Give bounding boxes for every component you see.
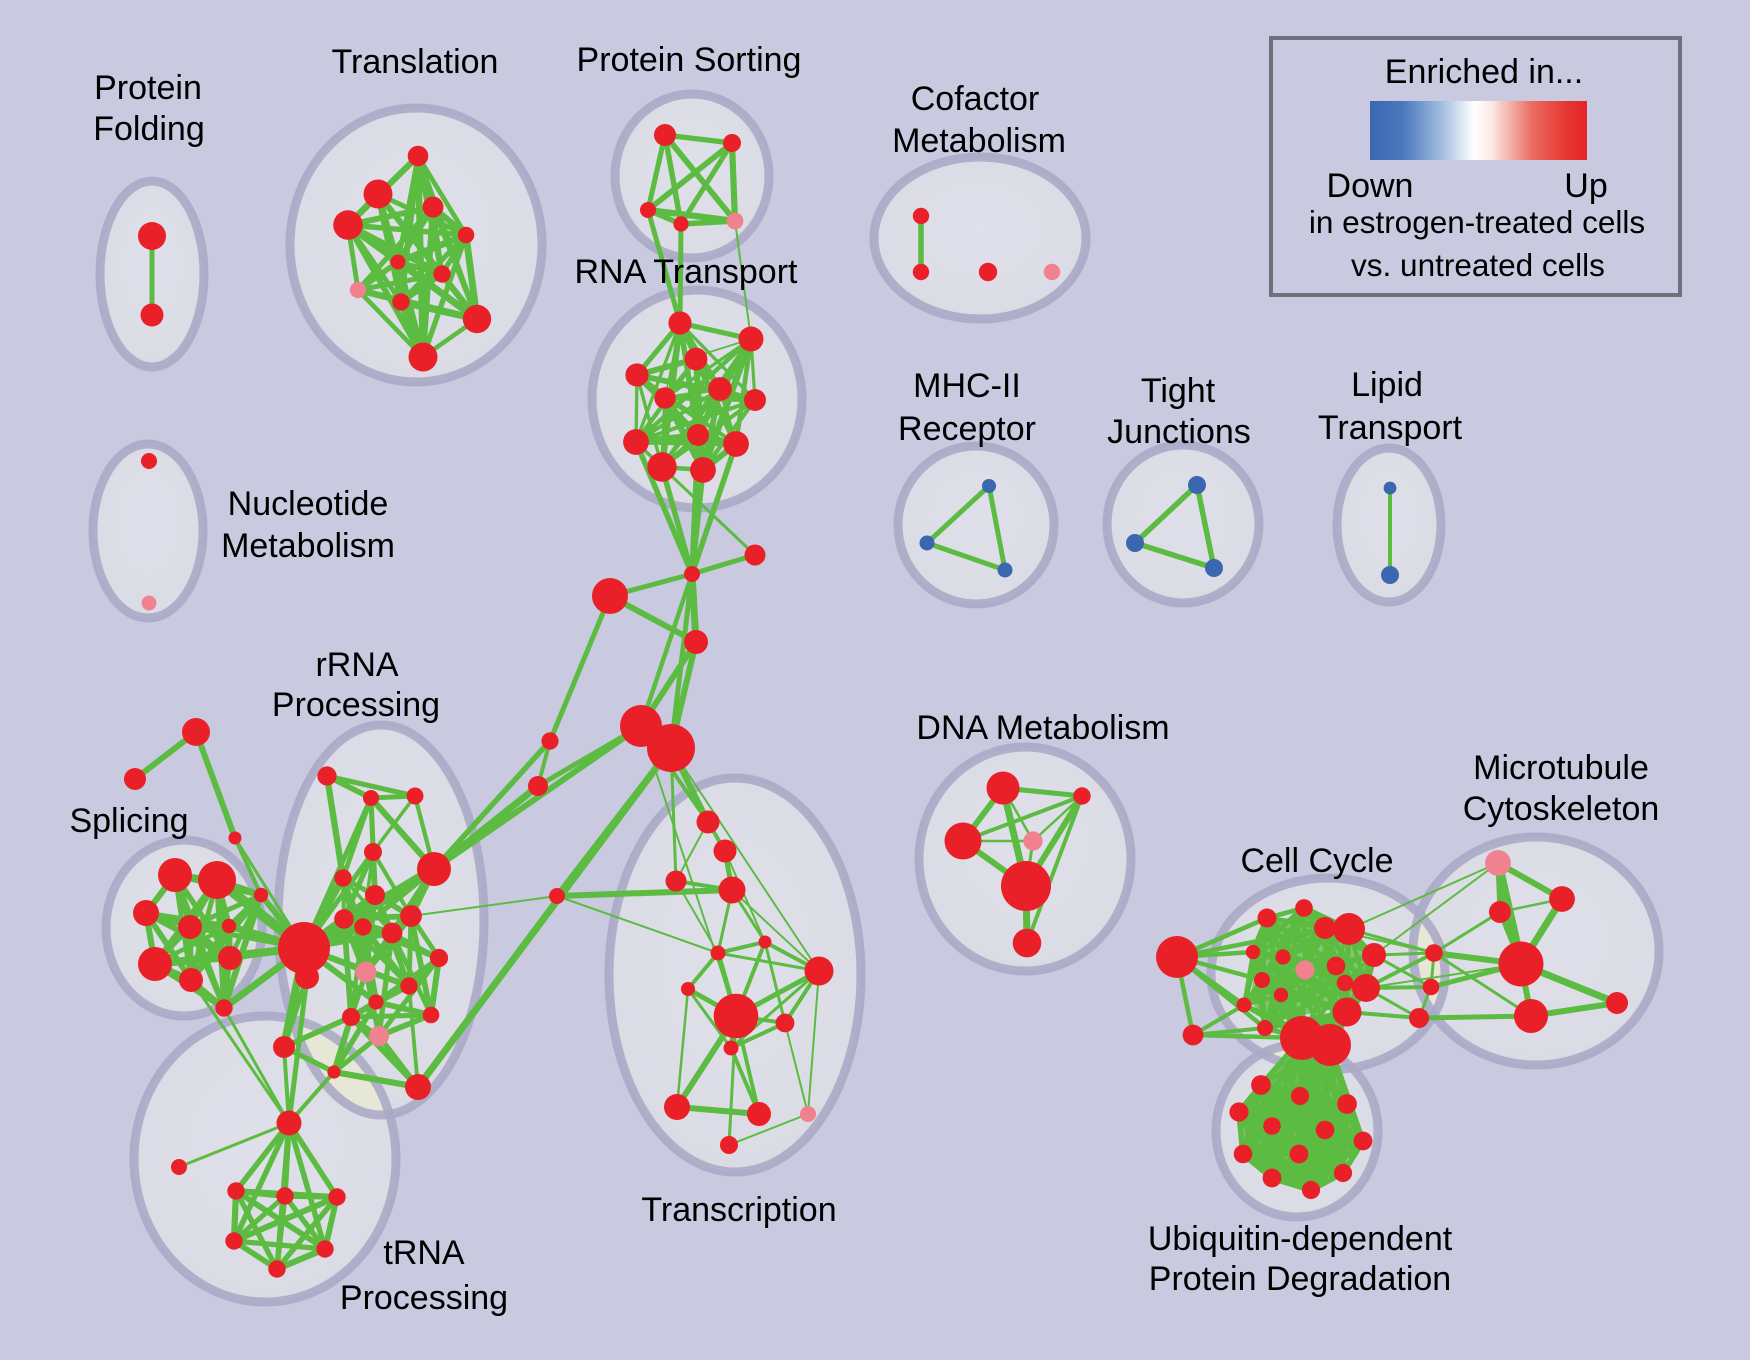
svg-text:Cytoskeleton: Cytoskeleton [1463, 790, 1660, 828]
svg-text:vs. untreated cells: vs. untreated cells [1351, 247, 1605, 283]
svg-text:Splicing: Splicing [69, 802, 188, 840]
svg-text:Translation: Translation [332, 43, 499, 81]
svg-text:Metabolism: Metabolism [892, 122, 1066, 160]
svg-text:Down: Down [1327, 167, 1414, 205]
svg-text:Ubiquitin-dependent: Ubiquitin-dependent [1148, 1220, 1453, 1258]
svg-text:Protein: Protein [94, 69, 202, 107]
svg-text:Protein Degradation: Protein Degradation [1149, 1260, 1451, 1298]
svg-text:MHC-II: MHC-II [913, 367, 1021, 405]
svg-text:RNA Transport: RNA Transport [575, 253, 799, 291]
svg-text:rRNA: rRNA [315, 646, 398, 684]
svg-text:Transport: Transport [1318, 409, 1463, 447]
svg-text:Processing: Processing [340, 1279, 508, 1317]
svg-text:Up: Up [1564, 167, 1607, 205]
svg-text:Microtubule: Microtubule [1473, 749, 1649, 787]
svg-text:Cofactor: Cofactor [911, 80, 1040, 118]
svg-text:Metabolism: Metabolism [221, 527, 395, 565]
svg-text:Junctions: Junctions [1107, 413, 1251, 451]
svg-text:Transcription: Transcription [641, 1191, 836, 1229]
svg-text:Folding: Folding [93, 110, 205, 148]
svg-text:Processing: Processing [272, 686, 440, 724]
svg-text:DNA Metabolism: DNA Metabolism [916, 709, 1169, 747]
svg-text:Nucleotide: Nucleotide [228, 485, 389, 523]
svg-text:in estrogen-treated cells: in estrogen-treated cells [1309, 204, 1645, 240]
svg-text:Enriched in...: Enriched in... [1385, 53, 1583, 91]
svg-text:Protein Sorting: Protein Sorting [577, 41, 802, 79]
svg-text:tRNA: tRNA [383, 1234, 465, 1272]
svg-text:Receptor: Receptor [898, 410, 1036, 448]
svg-text:Tight: Tight [1141, 372, 1216, 410]
svg-text:Cell Cycle: Cell Cycle [1240, 842, 1393, 880]
svg-text:Lipid: Lipid [1351, 366, 1423, 404]
